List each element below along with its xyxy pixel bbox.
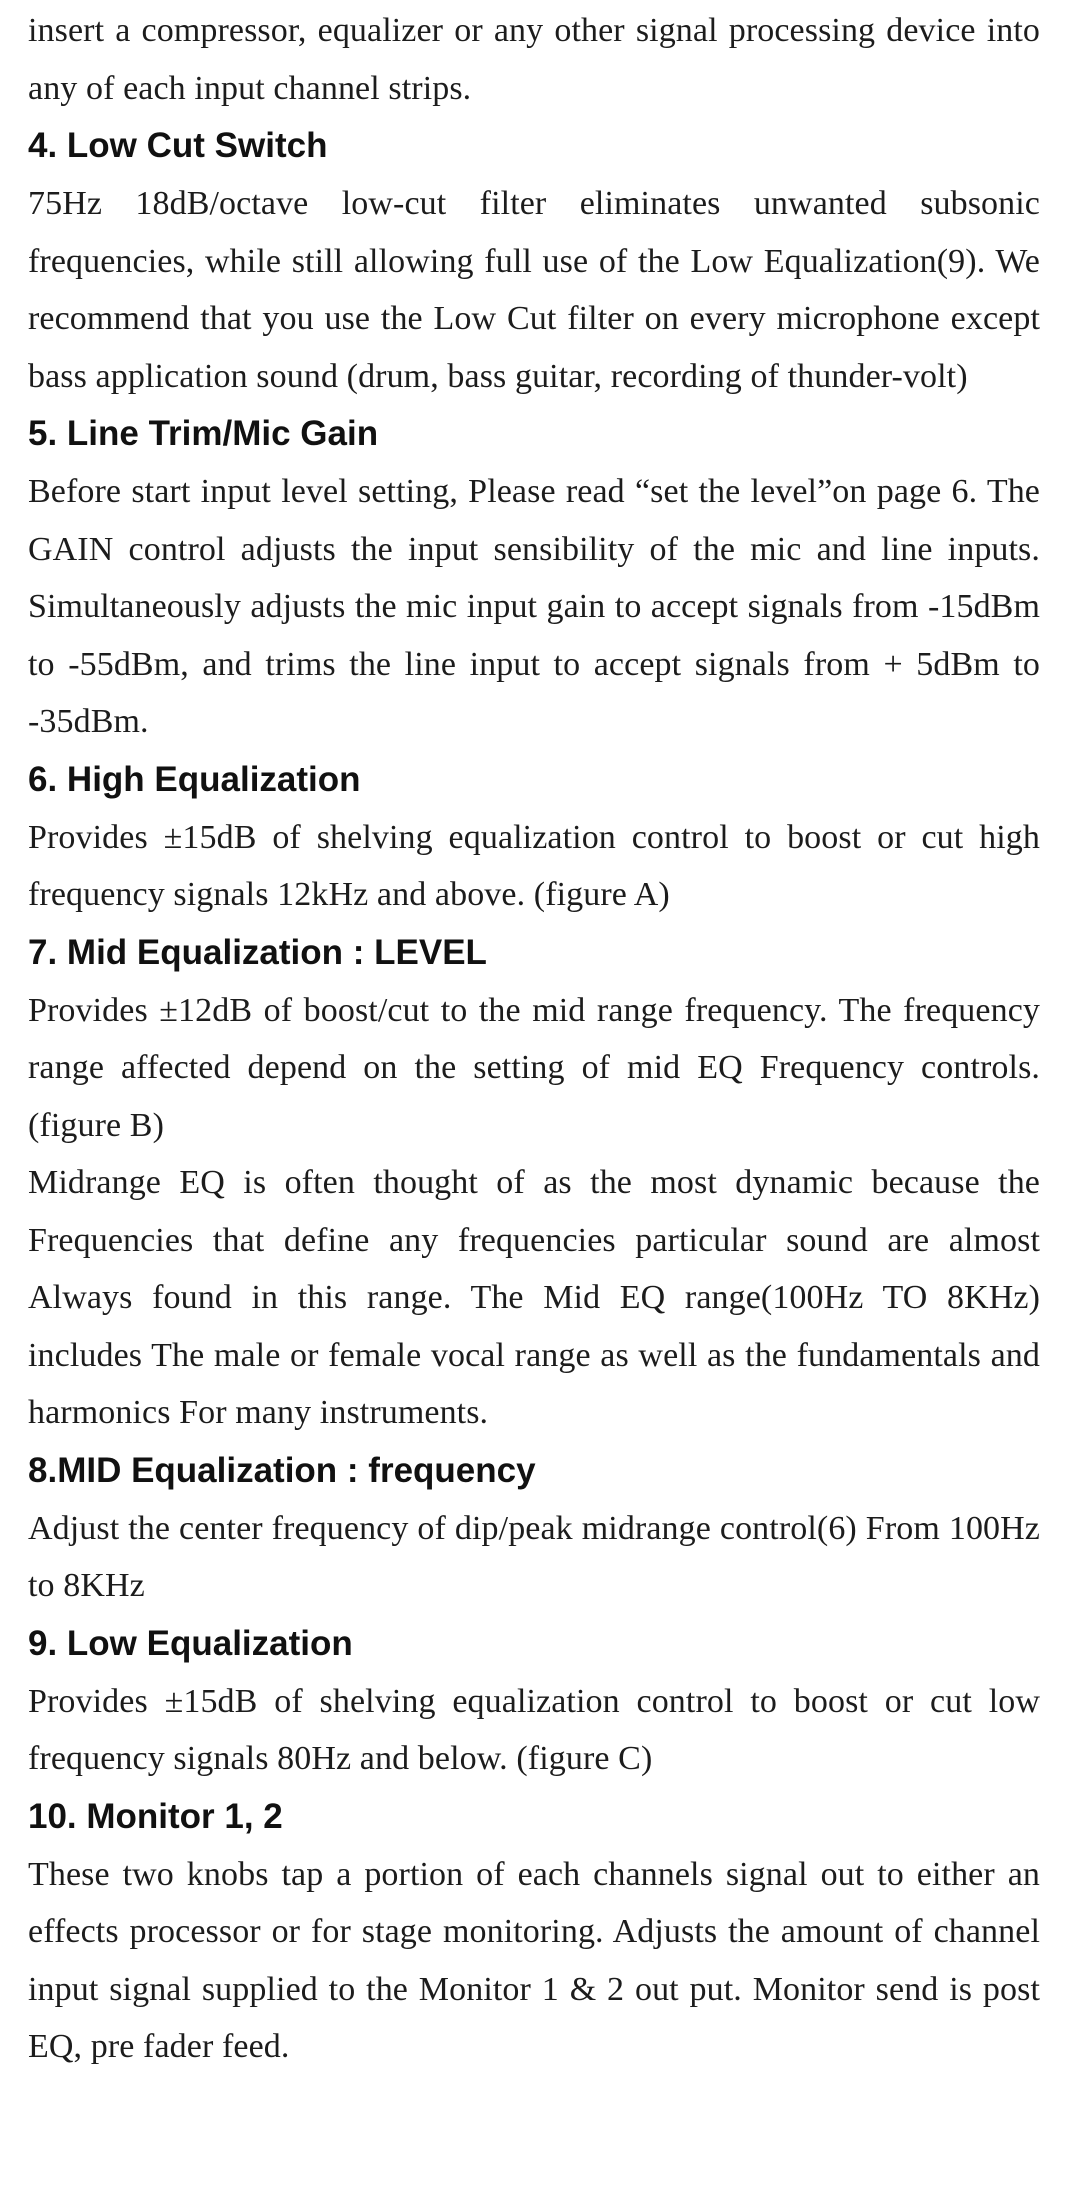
section-heading-low-equalization: 9. Low Equalization	[28, 1623, 353, 1663]
section-paragraph-line-trim-mic-gain: Before start input level setting, Please…	[28, 473, 1040, 740]
intro-paragraph: insert a compressor, equalizer or any ot…	[28, 12, 1040, 107]
section-paragraph-mid-equalization-level: Provides ±12dB of boost/cut to the mid r…	[28, 991, 1040, 1144]
section-paragraph-monitor-1-2: These two knobs tap a portion of each ch…	[28, 1855, 1040, 2066]
section-heading-low-cut-switch: 4. Low Cut Switch	[28, 126, 328, 165]
section-heading-mid-equalization-frequency: 8.MID Equalization : frequency	[28, 1450, 536, 1490]
manual-page: insert a compressor, equalizer or any ot…	[28, 0, 1040, 2076]
section-heading-line-trim-mic-gain: 5. Line Trim/Mic Gain	[28, 414, 379, 453]
section-paragraph-mid-equalization-frequency: Adjust the center frequency of dip/peak …	[28, 1509, 1040, 1605]
section-paragraph-low-cut-switch: 75Hz 18dB/octave low-cut filter eliminat…	[28, 185, 1040, 395]
section-paragraph-low-equalization: Provides ±15dB of shelving equalization …	[28, 1682, 1040, 1778]
section-heading-monitor-1-2: 10. Monitor 1, 2	[28, 1796, 283, 1836]
section-paragraph-midrange-eq-description: Midrange EQ is often thought of as the m…	[28, 1164, 1040, 1431]
section-paragraph-high-equalization: Provides ±15dB of shelving equalization …	[28, 818, 1040, 914]
section-heading-mid-equalization-level: 7. Mid Equalization : LEVEL	[28, 932, 487, 972]
section-heading-high-equalization: 6. High Equalization	[28, 759, 361, 799]
